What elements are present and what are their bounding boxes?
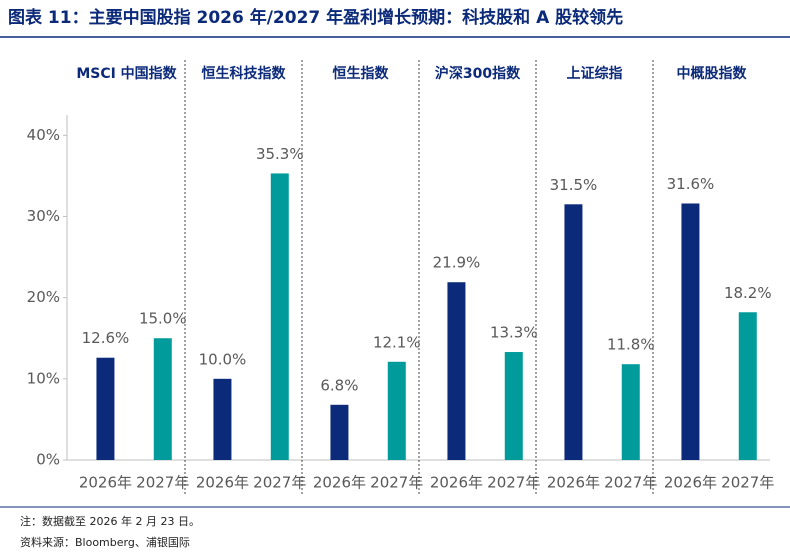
bar bbox=[681, 203, 700, 460]
x-tick-label: 2027年 bbox=[370, 474, 423, 492]
group-label: 中概股指数 bbox=[677, 65, 748, 82]
y-tick-label: 0% bbox=[36, 451, 60, 469]
bar bbox=[447, 282, 466, 460]
x-tick-label: 2027年 bbox=[487, 474, 540, 492]
bar bbox=[564, 204, 583, 460]
chart-title: 图表 11：主要中国股指 2026 年/2027 年盈利增长预期：科技股和 A … bbox=[8, 7, 623, 28]
x-tick-label: 2026年 bbox=[664, 474, 717, 492]
group-label: 恒生科技指数 bbox=[202, 65, 287, 82]
bar bbox=[387, 361, 406, 460]
x-tick-label: 2026年 bbox=[79, 474, 132, 492]
bar bbox=[738, 312, 757, 460]
bar bbox=[213, 378, 232, 460]
bar bbox=[96, 357, 115, 460]
y-tick-label: 10% bbox=[27, 369, 60, 387]
x-tick-label: 2027年 bbox=[604, 474, 657, 492]
value-label: 18.2% bbox=[724, 284, 772, 302]
value-label: 11.8% bbox=[607, 336, 655, 354]
note: 注：数据截至 2026 年 2 月 23 日。 bbox=[20, 514, 200, 528]
value-label: 13.3% bbox=[490, 324, 538, 342]
x-tick-label: 2027年 bbox=[253, 474, 306, 492]
y-tick-label: 40% bbox=[27, 126, 60, 144]
y-tick-label: 30% bbox=[27, 207, 60, 225]
value-label: 10.0% bbox=[199, 350, 247, 368]
bar bbox=[330, 404, 349, 460]
bar bbox=[153, 338, 172, 460]
bar bbox=[504, 352, 523, 460]
value-label: 31.6% bbox=[667, 175, 715, 193]
group-label: 上证综指 bbox=[567, 65, 623, 82]
value-label: 35.3% bbox=[256, 145, 304, 163]
bar bbox=[621, 364, 640, 460]
value-label: 21.9% bbox=[433, 254, 481, 272]
x-tick-label: 2027年 bbox=[136, 474, 189, 492]
value-label: 6.8% bbox=[320, 376, 358, 394]
bar bbox=[270, 173, 289, 460]
group-label: 恒生指数 bbox=[333, 65, 390, 82]
y-tick-label: 20% bbox=[27, 288, 60, 306]
x-tick-label: 2026年 bbox=[547, 474, 600, 492]
source: 资料来源：Bloomberg、浦银国际 bbox=[20, 535, 190, 549]
group-label: 沪深300指数 bbox=[435, 65, 521, 82]
group-label: MSCI 中国指数 bbox=[76, 65, 177, 82]
value-label: 12.1% bbox=[373, 333, 421, 351]
x-tick-label: 2026年 bbox=[430, 474, 483, 492]
x-tick-label: 2027年 bbox=[721, 474, 774, 492]
value-label: 31.5% bbox=[550, 176, 598, 194]
x-tick-label: 2026年 bbox=[313, 474, 366, 492]
value-label: 15.0% bbox=[139, 310, 187, 328]
value-label: 12.6% bbox=[82, 329, 130, 347]
x-tick-label: 2026年 bbox=[196, 474, 249, 492]
